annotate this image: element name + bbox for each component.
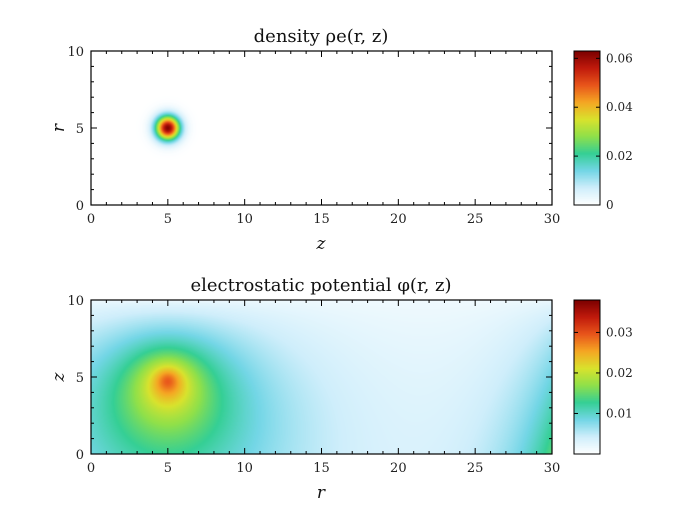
potential-xtick-label: 10 [236, 461, 253, 476]
density-xtick-label: 5 [164, 212, 172, 227]
potential-xtick-label: 0 [87, 461, 95, 476]
potential-title: electrostatic potential φ(r, z) [190, 275, 451, 296]
density-colorbar [574, 51, 600, 205]
density-colorbar-label: 0.04 [606, 100, 633, 114]
potential-xtick-label: 30 [544, 461, 561, 476]
potential-heatmap [91, 300, 552, 454]
density-heatmap [91, 51, 552, 205]
potential-ytick-label: 10 [67, 294, 84, 309]
density-ytick-label: 5 [76, 122, 84, 137]
density-xtick-label: 15 [313, 212, 330, 227]
density-colorbar-label: 0.02 [606, 149, 633, 163]
potential-xtick-label: 15 [313, 461, 330, 476]
potential-xtick-label: 25 [467, 461, 484, 476]
potential-ytick-label: 0 [76, 448, 84, 463]
density-xtick-label: 25 [467, 212, 484, 227]
density-panel: density ρe(r, z) 0 5 10 15 20 25 30 0 5 … [49, 26, 633, 254]
density-ticks [90, 50, 553, 206]
density-xtick-label: 0 [87, 212, 95, 227]
potential-y-axis-label: z [49, 371, 69, 382]
density-x-axis-label: z [316, 234, 327, 254]
density-ytick-label: 0 [76, 199, 84, 214]
density-xtick-label: 10 [236, 212, 253, 227]
potential-colorbar-label: 0.02 [606, 366, 633, 380]
potential-colorbar-frame [573, 299, 601, 455]
density-title: density ρe(r, z) [254, 26, 389, 47]
potential-ticks [90, 299, 553, 455]
density-colorbar-label: 0 [606, 198, 614, 212]
potential-x-axis-label: r [317, 483, 326, 503]
potential-xtick-label: 5 [164, 461, 172, 476]
density-y-axis-label: r [49, 123, 69, 132]
density-xtick-label: 20 [390, 212, 407, 227]
potential-colorbar-label: 0.01 [606, 406, 633, 420]
density-xtick-label: 30 [544, 212, 561, 227]
potential-xtick-label: 20 [390, 461, 407, 476]
density-colorbar-frame [573, 50, 601, 206]
potential-colorbar-ticks [574, 331, 600, 414]
density-colorbar-ticks [574, 57, 600, 206]
potential-ytick-label: 5 [76, 371, 84, 386]
potential-panel: electrostatic potential φ(r, z) 0 5 10 1… [49, 275, 633, 503]
density-ytick-label: 10 [67, 45, 84, 60]
potential-colorbar [574, 300, 600, 454]
potential-colorbar-label: 0.03 [606, 325, 633, 339]
density-colorbar-label: 0.06 [606, 51, 633, 65]
